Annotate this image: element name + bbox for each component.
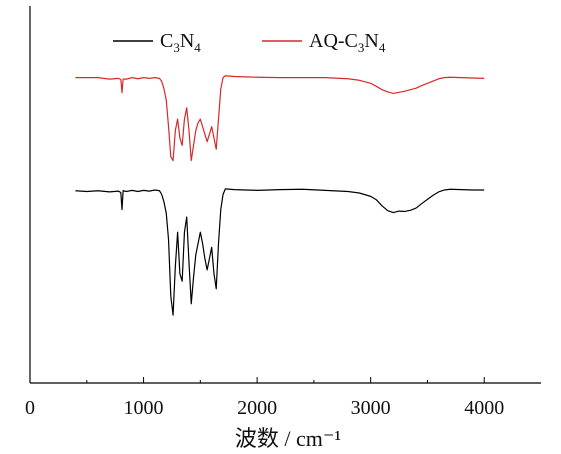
legend-label-c3n4: C3N4 <box>160 30 201 55</box>
x-tick-label-4000: 4000 <box>464 397 504 419</box>
axes: 0 1000 2000 3000 4000 波数 / cm⁻¹ <box>25 6 541 451</box>
legend-aq-c3n4-sub2: 4 <box>379 40 386 55</box>
x-tick-label-2000: 2000 <box>237 397 277 419</box>
legend-c3n4-sub2: 4 <box>194 40 201 55</box>
legend-c3n4-mid: N <box>180 30 194 52</box>
legend-aq-c3n4-sub1: 3 <box>358 40 365 55</box>
x-tick-label-1000: 1000 <box>124 397 164 419</box>
legend-c3n4-sub1: 3 <box>173 40 180 55</box>
x-tick-labels: 0 1000 2000 3000 4000 <box>25 397 504 419</box>
legend-c3n4-base: C <box>160 30 173 52</box>
legend-label-aq-c3n4: AQ-C3N4 <box>309 30 386 55</box>
x-tick-label-0: 0 <box>25 397 35 419</box>
legend: C3N4 AQ-C3N4 <box>113 30 386 55</box>
legend-aq-c3n4-mid: N <box>364 30 378 52</box>
legend-aq-c3n4-base: AQ-C <box>309 30 358 52</box>
series-line-aq-c3n4 <box>75 75 485 162</box>
series-line-c3n4 <box>75 188 485 316</box>
series-group <box>75 75 485 316</box>
x-ticks <box>29 377 485 383</box>
x-axis-title: 波数 / cm⁻¹ <box>235 426 341 451</box>
x-tick-label-3000: 3000 <box>351 397 391 419</box>
